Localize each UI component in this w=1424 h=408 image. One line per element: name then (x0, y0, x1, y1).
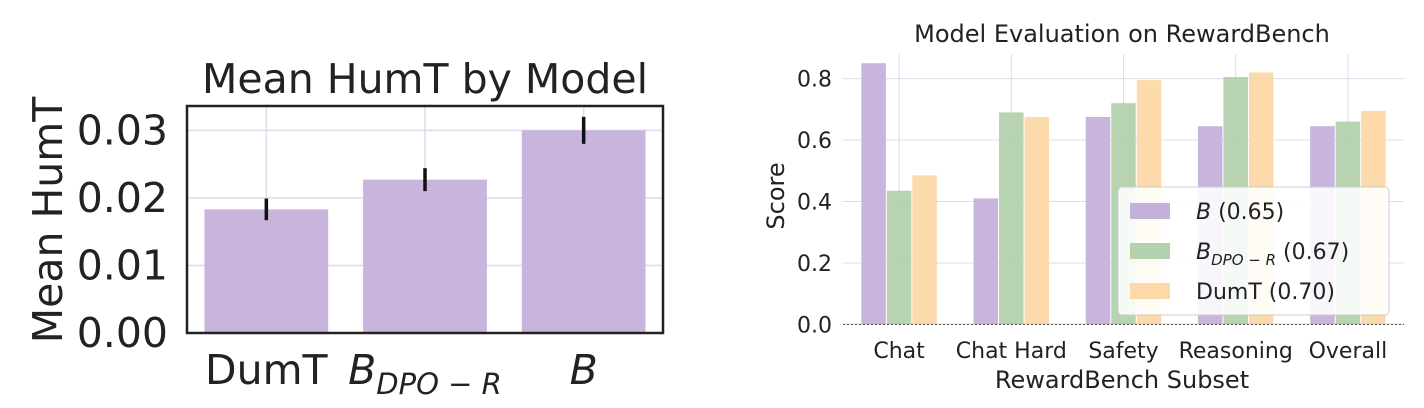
bar-2 (886, 190, 912, 325)
legend-label: B (0.65) (1196, 200, 1284, 225)
chart-rewardbench: Model Evaluation on RewardBench 0.00.20.… (762, 20, 1404, 394)
y-tick-label: 0.4 (797, 191, 832, 216)
legend-swatch (1130, 243, 1170, 259)
x-tick-label: Chat (873, 339, 925, 364)
chart-2-y-tick-labels: 0.0 0.2 0.4 0.6 0.8 (797, 68, 832, 339)
bar-2 (999, 112, 1024, 325)
legend-swatch (1130, 283, 1170, 299)
y-tick-label: 0.6 (797, 129, 832, 154)
x-tick-label: Safety (1088, 339, 1158, 364)
y-tick-label: 0.02 (77, 174, 168, 222)
bar-1 (1085, 116, 1111, 325)
legend-label: BDPO − R (0.67) (1196, 240, 1349, 269)
x-tick-label: Chat Hard (956, 339, 1067, 364)
y-tick-label: 0.03 (77, 106, 168, 154)
chart-2-x-axis-label: RewardBench Subset (995, 366, 1249, 394)
chart-1-x-tick-labels: DumT BDPO − R B (205, 346, 598, 401)
x-tick-label: BDPO − R (348, 346, 502, 401)
chart-2-x-tick-labels: Chat Chat Hard Safety Reasoning Overall (873, 339, 1387, 364)
bar-1 (973, 198, 999, 325)
x-tick-label: DumT (205, 346, 328, 394)
bar-1 (861, 63, 886, 325)
x-tick-label: Reasoning (1179, 339, 1293, 364)
chart-1-error-bars (264, 116, 586, 221)
chart-1-bars (204, 130, 646, 333)
chart-2-title: Model Evaluation on RewardBench (914, 20, 1330, 48)
legend-box (1117, 186, 1390, 316)
chart-1-plot-frame (185, 104, 665, 335)
chart-mean-humt: Mean HumT by Model 0.00 0.01 0.02 0.03 DumT… (24, 55, 665, 401)
chart-2-y-axis-label: Score (762, 162, 790, 229)
chart-1-y-tick-labels: 0.00 0.01 0.02 0.03 (77, 106, 168, 357)
chart-1-title: Mean HumT by Model (202, 55, 648, 103)
y-tick-label: 0.00 (77, 309, 168, 357)
bar (363, 179, 487, 333)
bar (204, 209, 329, 333)
bar-3 (912, 175, 937, 325)
legend-swatch (1130, 203, 1170, 219)
chart-1-y-axis-label: Mean HumT (24, 96, 72, 343)
y-tick-label: 0.01 (77, 241, 168, 289)
chart-2-legend: B (0.65) BDPO − R (0.67) DumT (0.70) (1117, 186, 1390, 316)
y-tick-label: 0.0 (797, 313, 832, 338)
y-tick-label: 0.2 (797, 252, 832, 277)
legend-label: DumT (0.70) (1196, 280, 1335, 305)
y-tick-label: 0.8 (797, 68, 832, 93)
bar (521, 130, 646, 333)
bar-3 (1024, 116, 1050, 325)
x-tick-label: Overall (1309, 339, 1388, 364)
x-tick-label: B (570, 346, 598, 394)
